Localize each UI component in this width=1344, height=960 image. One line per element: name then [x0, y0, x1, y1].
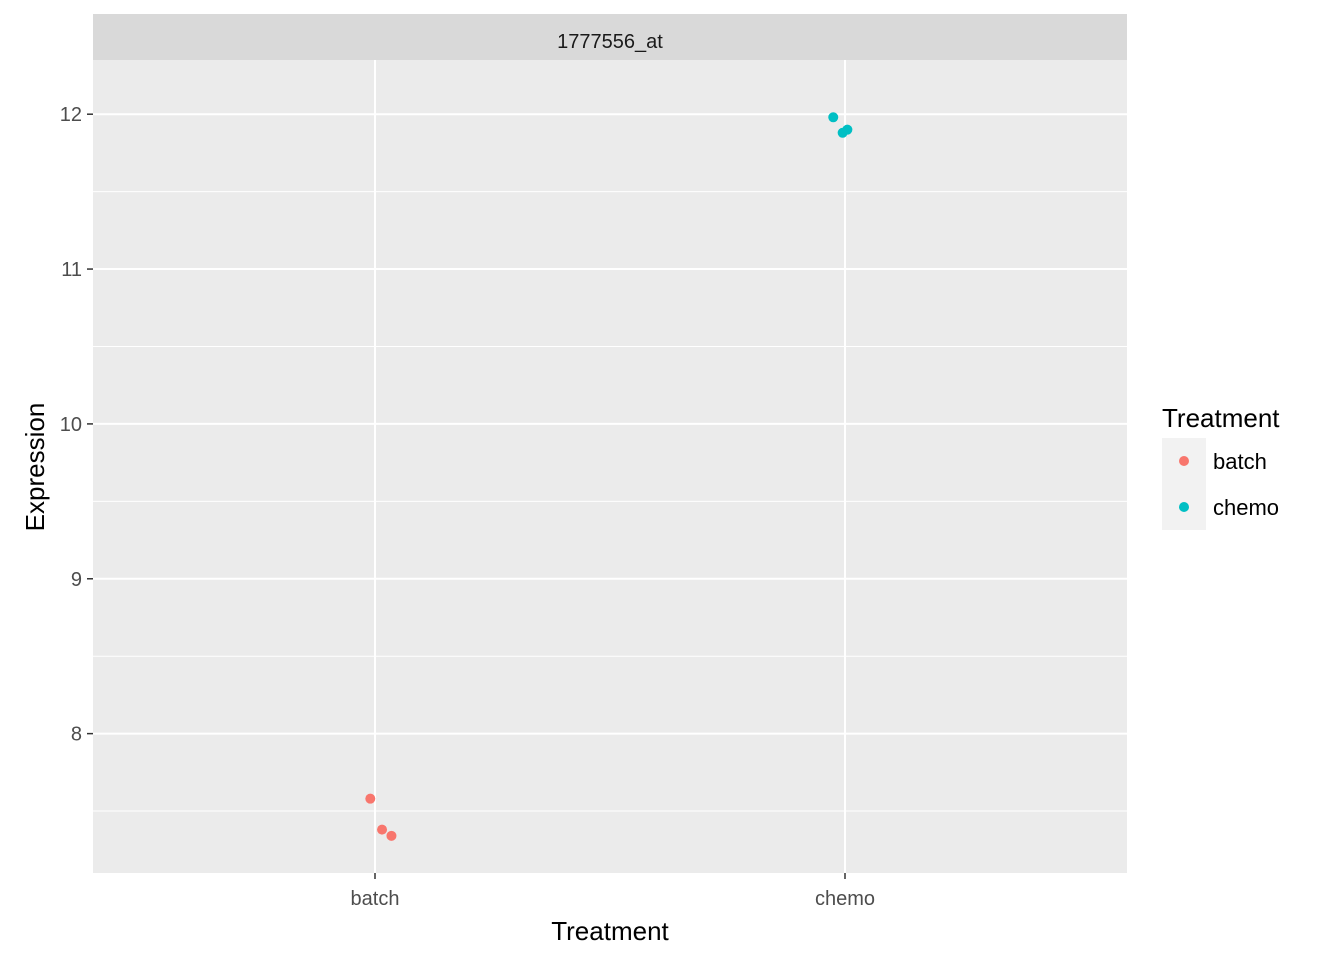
y-tick-label: 12 — [60, 104, 82, 126]
point-chemo — [828, 112, 839, 123]
legend-marker-chemo — [1179, 502, 1189, 512]
minor-gridlines — [93, 191, 1127, 812]
point-batch — [377, 824, 388, 835]
data-points — [365, 112, 853, 841]
legend: Treatment batch chemo — [1162, 403, 1280, 530]
legend-title: Treatment — [1162, 403, 1280, 433]
facet-strip — [93, 14, 1127, 60]
plot-panel — [93, 60, 1127, 873]
point-chemo — [842, 124, 853, 135]
facet-title: 1777556_at — [557, 31, 663, 53]
y-axis-title: Expression — [20, 403, 50, 532]
y-tick-label: 10 — [60, 414, 82, 436]
x-axis-title: Treatment — [551, 916, 669, 946]
y-tick-label: 8 — [71, 724, 82, 746]
legend-label-chemo: chemo — [1213, 495, 1279, 520]
x-tick-label-batch: batch — [351, 888, 400, 910]
point-batch — [365, 793, 376, 804]
y-tick-label: 11 — [61, 259, 82, 281]
legend-label-batch: batch — [1213, 449, 1267, 474]
x-axis: batch chemo — [351, 873, 875, 910]
y-axis: 8 9 10 11 12 — [60, 104, 93, 746]
major-gridlines — [93, 60, 1127, 873]
legend-marker-batch — [1179, 456, 1189, 466]
y-tick-label: 9 — [71, 569, 82, 591]
x-tick-label-chemo: chemo — [815, 888, 875, 910]
point-batch — [386, 830, 397, 841]
